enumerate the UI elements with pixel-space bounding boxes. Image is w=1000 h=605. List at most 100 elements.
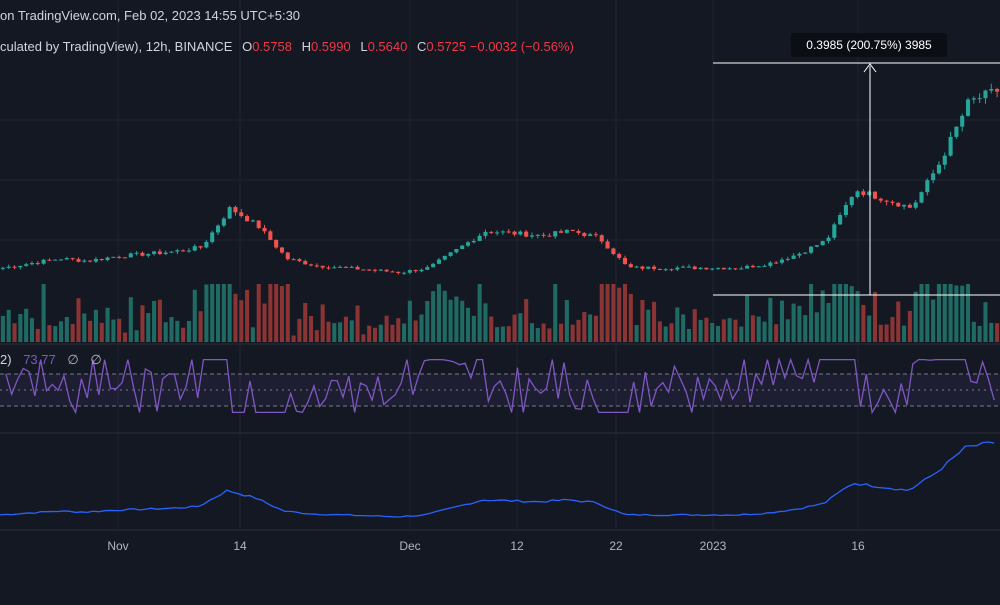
volume-bar-31 bbox=[181, 327, 186, 342]
volume-bar-131 bbox=[762, 321, 767, 342]
volume-bar-109 bbox=[634, 325, 639, 342]
volume-bar-13 bbox=[76, 298, 81, 342]
candle-body-108 bbox=[628, 264, 633, 268]
candle-body-37 bbox=[215, 225, 221, 233]
volume-bar-164 bbox=[954, 285, 959, 342]
volume-bar-118 bbox=[686, 328, 691, 342]
volume-bar-64 bbox=[372, 327, 378, 342]
candle-body-124 bbox=[721, 267, 726, 270]
candle-body-154 bbox=[896, 202, 901, 207]
candle-body-156 bbox=[907, 204, 912, 208]
candle-body-96 bbox=[559, 231, 564, 233]
volume-bar-154 bbox=[896, 301, 901, 342]
volume-bar-63 bbox=[367, 325, 372, 342]
rsi-pane bbox=[0, 357, 1000, 415]
candle-body-109 bbox=[634, 266, 639, 268]
volume-bar-83 bbox=[483, 303, 488, 342]
chart-header-published: on TradingView.com, Feb 02, 2023 14:55 U… bbox=[0, 8, 301, 23]
candle-body-117 bbox=[681, 266, 686, 268]
volume-bar-56 bbox=[326, 321, 331, 342]
candle-body-105 bbox=[611, 248, 616, 255]
candle-body-102 bbox=[593, 234, 598, 236]
candle-body-77 bbox=[448, 252, 453, 256]
candle-body-150 bbox=[872, 191, 878, 199]
candle-body-54 bbox=[314, 265, 319, 267]
candle-body-35 bbox=[204, 241, 209, 248]
volume-bar-8 bbox=[47, 325, 52, 342]
volume-bar-36 bbox=[210, 284, 215, 342]
volume-bar-159 bbox=[925, 284, 930, 342]
candle-body-67 bbox=[390, 271, 395, 273]
volume-bar-76 bbox=[442, 290, 447, 342]
candle-body-13 bbox=[76, 259, 81, 262]
candle-body-84 bbox=[489, 231, 494, 233]
x-tick-2: Dec bbox=[399, 539, 421, 553]
chart-header-ohlc: culated by TradingView), 12h, BINANCE O0… bbox=[0, 39, 574, 55]
volume-bar-166 bbox=[965, 284, 971, 342]
volume-bar-158 bbox=[919, 284, 924, 342]
volume-bar-128 bbox=[745, 295, 750, 342]
candle-body-79 bbox=[460, 245, 465, 250]
candle-body-89 bbox=[518, 231, 523, 235]
candle-body-133 bbox=[774, 262, 779, 264]
volume-bar-67 bbox=[390, 324, 395, 342]
candle-body-152 bbox=[884, 200, 889, 202]
candle-body-24 bbox=[140, 252, 145, 256]
candle-body-155 bbox=[902, 204, 907, 207]
candle-body-148 bbox=[861, 191, 866, 196]
candle-body-88 bbox=[512, 231, 517, 235]
volume-bar-116 bbox=[675, 307, 680, 342]
candle-body-34 bbox=[198, 246, 203, 248]
candle-body-111 bbox=[646, 266, 651, 269]
candle-body-113 bbox=[657, 268, 662, 270]
volume-bar-130 bbox=[756, 316, 761, 342]
volume-bar-151 bbox=[878, 324, 883, 342]
volume-bar-32 bbox=[186, 320, 191, 342]
candle-body-115 bbox=[669, 269, 674, 271]
candle-body-59 bbox=[343, 266, 348, 268]
volume-bar-149 bbox=[867, 315, 872, 342]
volume-bar-6 bbox=[35, 328, 40, 342]
volume-bar-157 bbox=[913, 291, 918, 342]
volume-bar-123 bbox=[715, 325, 721, 342]
volume-bar-0 bbox=[0, 315, 5, 342]
candle-body-11 bbox=[64, 258, 69, 260]
volume-bar-26 bbox=[152, 300, 157, 342]
volume-bar-60 bbox=[349, 320, 354, 342]
volume-bar-103 bbox=[599, 284, 604, 342]
volume-bar-40 bbox=[233, 293, 238, 342]
volume-bar-43 bbox=[250, 327, 255, 342]
candle-body-165 bbox=[960, 115, 965, 127]
volume-bar-139 bbox=[809, 284, 814, 342]
volume-bar-112 bbox=[652, 301, 657, 342]
volume-bar-161 bbox=[936, 284, 941, 342]
candle-body-104 bbox=[605, 241, 610, 249]
candle-body-137 bbox=[797, 253, 802, 256]
candle-body-145 bbox=[843, 205, 848, 216]
volume-bar-135 bbox=[785, 319, 790, 342]
candle-body-25 bbox=[146, 253, 151, 256]
volume-bar-73 bbox=[425, 300, 430, 342]
candle-body-98 bbox=[570, 229, 575, 231]
volume-bar-85 bbox=[495, 327, 500, 342]
x-tick-4: 22 bbox=[609, 539, 623, 553]
candle-body-112 bbox=[652, 266, 657, 269]
volume-bar-107 bbox=[622, 284, 628, 342]
candle-body-64 bbox=[372, 269, 378, 271]
volume-bar-51 bbox=[297, 318, 302, 342]
volume-bar-136 bbox=[791, 303, 796, 342]
volume-bar-46 bbox=[268, 284, 273, 342]
candle-body-66 bbox=[384, 269, 389, 272]
obv-pane bbox=[0, 441, 995, 518]
candle-body-161 bbox=[936, 164, 941, 174]
candle-body-73 bbox=[425, 267, 430, 270]
volume-bar-170 bbox=[989, 322, 994, 342]
volume-bar-168 bbox=[977, 325, 982, 342]
candle-body-122 bbox=[710, 268, 715, 270]
volume-bar-61 bbox=[355, 305, 360, 342]
open-label: O bbox=[242, 39, 253, 54]
volume-bar-71 bbox=[413, 320, 418, 342]
candle-body-85 bbox=[495, 232, 500, 234]
